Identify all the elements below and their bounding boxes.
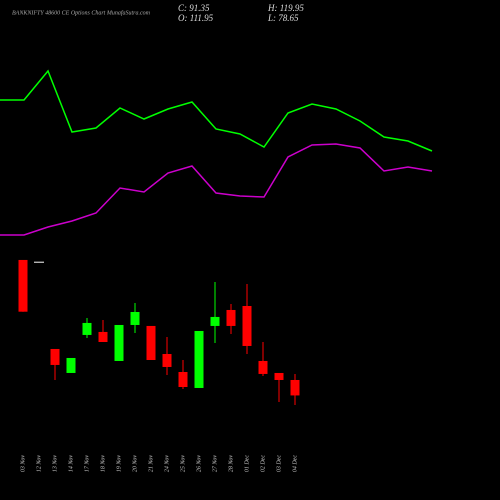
candle-body (50, 348, 60, 365)
x-tick-label: 14 Nov (67, 455, 74, 473)
candle-body (274, 372, 284, 380)
x-tick-label: 19 Nov (116, 455, 122, 473)
x-tick-label: 01 Dec (244, 455, 250, 472)
candle-body (130, 312, 140, 325)
candle-body (178, 372, 188, 387)
x-tick-label: 03 Nov (20, 455, 26, 473)
candle-body (114, 324, 124, 361)
close-label: C: 91.35 (178, 3, 210, 13)
x-tick-label: 03 Dec (276, 455, 282, 472)
high-label: H: 119.95 (267, 3, 304, 13)
x-tick-label: 02 Dec (260, 455, 266, 472)
x-tick-label: 21 Nov (148, 455, 154, 473)
x-tick-label: 27 Nov (212, 455, 218, 473)
x-tick-label: 13 Nov (52, 455, 58, 473)
candle-body (242, 306, 252, 346)
candle-body (290, 379, 300, 396)
x-tick-label: 12 Nov (36, 455, 42, 473)
candle-body (82, 322, 92, 335)
candle-body (66, 357, 76, 373)
x-tick-label: 18 Nov (100, 455, 106, 473)
x-tick-label: 28 Nov (228, 455, 234, 473)
line-series (0, 143, 433, 236)
open-label: O: 111.95 (178, 13, 214, 23)
candle-body (146, 325, 156, 360)
x-tick-label: 25 Nov (180, 455, 186, 473)
chart-title: BANKNIFTY 48600 CE Options Chart MunafaS… (12, 9, 151, 16)
candle-body (162, 354, 172, 367)
x-tick-label: 17 Nov (84, 455, 90, 473)
candle-body (194, 330, 204, 388)
candle-body (210, 316, 220, 326)
candle-body (98, 331, 108, 342)
low-label: L: 78.65 (267, 13, 299, 23)
x-tick-label: 20 Nov (132, 455, 138, 473)
candle-body (258, 360, 268, 374)
candle-body (18, 259, 28, 312)
x-tick-label: 04 Dec (291, 455, 298, 472)
x-tick-label: 24 Nov (163, 455, 170, 473)
line-series (0, 69, 433, 152)
candle-body (226, 309, 236, 326)
x-tick-label: 26 Nov (196, 455, 202, 473)
